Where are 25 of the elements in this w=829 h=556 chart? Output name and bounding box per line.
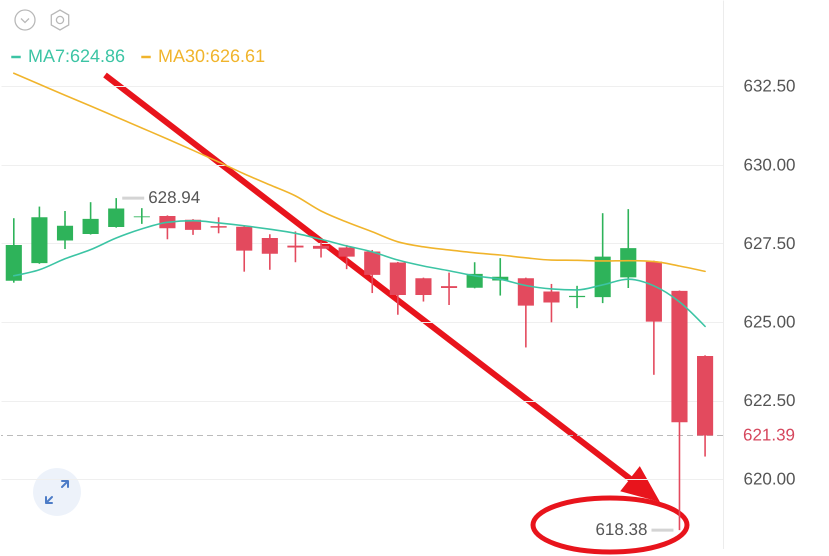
- annotation: 618.38: [595, 520, 648, 540]
- y-tick-label: 620.00: [744, 470, 796, 489]
- candlestick: [108, 197, 124, 228]
- candlestick: [338, 244, 355, 270]
- candlestick: [56, 210, 74, 250]
- line-series: [13, 72, 706, 272]
- candlestick: [210, 216, 227, 234]
- y-tick-label: 632.50: [744, 76, 796, 96]
- legend-label: MA7:624.86: [28, 46, 126, 66]
- candlestick: [236, 225, 252, 272]
- candlestick: [134, 207, 150, 225]
- annotation: 628.94: [148, 188, 200, 208]
- candlestick: [415, 276, 432, 302]
- y-tick-label: 630.00: [744, 155, 796, 174]
- candlestick: [440, 272, 458, 306]
- legend-label: MA30:626.61: [158, 46, 266, 66]
- y-tick-label: 622.50: [744, 391, 796, 410]
- candlestick: [287, 230, 304, 264]
- y-tick-label: 625.00: [744, 312, 796, 332]
- candlestick: [364, 249, 380, 294]
- y-tick-label: 627.50: [744, 234, 796, 253]
- candlestick: [262, 233, 278, 271]
- candlestick: [543, 283, 560, 324]
- ref-line-label: 621.39: [743, 425, 795, 444]
- candlestick: [82, 201, 99, 236]
